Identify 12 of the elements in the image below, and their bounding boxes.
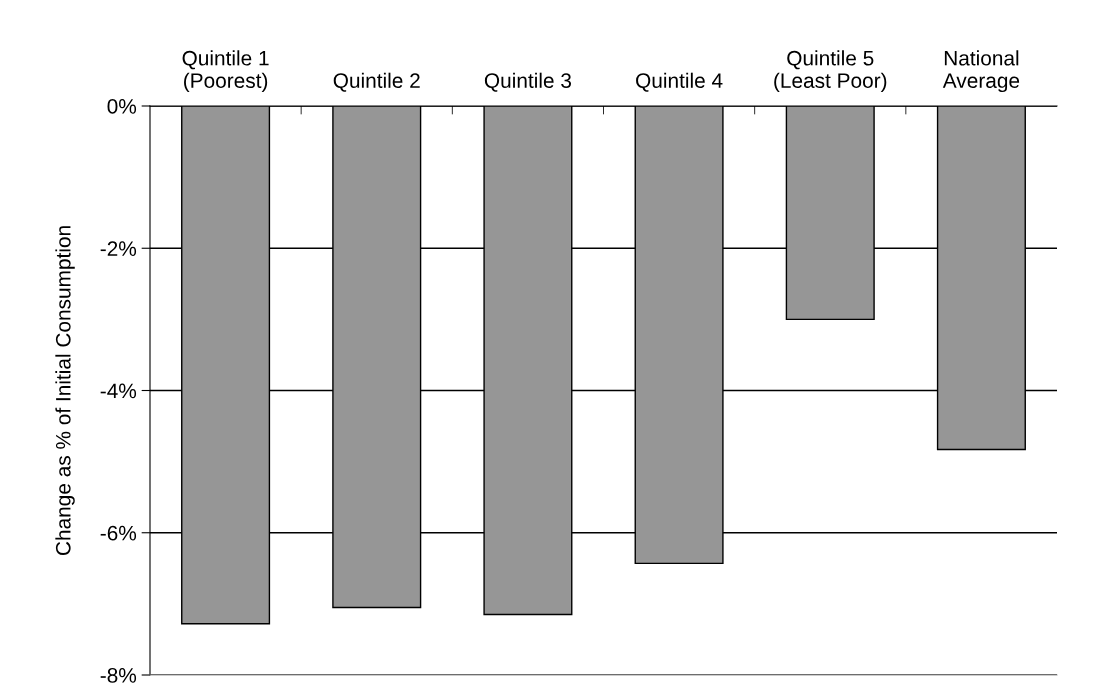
x-tick-label: Quintile 1 (Poorest) — [182, 50, 269, 93]
y-tick-label: 0% — [107, 99, 137, 114]
x-tick-label: Quintile 5 (Least Poor) — [774, 50, 887, 93]
y-axis-title: Change as % of Initial Consumption — [55, 226, 75, 556]
x-tick-label: Quintile 2 — [333, 72, 420, 92]
y-tick-label: -8% — [100, 668, 137, 683]
y-tick-label: -2% — [100, 241, 137, 256]
x-tick-label: Quintile 4 — [636, 72, 723, 92]
x-tick-label: National Average — [942, 50, 1020, 93]
y-tick-label: -6% — [100, 525, 137, 541]
y-tick-label: -4% — [100, 383, 137, 399]
x-tick-label: Quintile 3 — [484, 72, 572, 92]
